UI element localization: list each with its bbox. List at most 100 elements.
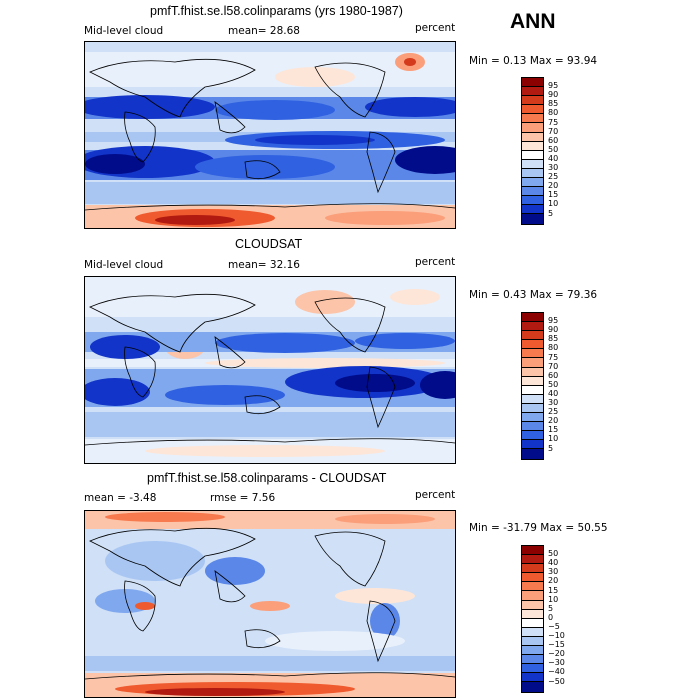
colorbar-tick-label: 5 <box>548 208 554 218</box>
colorbar-tick-label: −30 <box>548 658 565 668</box>
colorbar-swatch <box>522 123 543 133</box>
colorbar-swatch <box>522 591 543 601</box>
colorbar-swatch <box>522 105 543 115</box>
colorbar-swatch <box>522 600 543 610</box>
colorbar-swatch <box>522 87 543 97</box>
colorbar-tick-label: 80 <box>548 343 559 353</box>
colorbar-tick-label: −50 <box>548 676 565 686</box>
colorbar-tick-label: 75 <box>548 352 559 362</box>
colorbar-tick-label: 60 <box>548 135 559 145</box>
panel-3-title: pmfT.fhist.se.l58.colinparams - CLOUDSAT <box>147 471 387 485</box>
panel-3-rmse: rmse = 7.56 <box>210 492 276 504</box>
panel-2-units: percent <box>415 256 456 268</box>
colorbar-tick-label: 20 <box>548 576 559 586</box>
colorbar-swatch <box>522 114 543 124</box>
colorbar-tick-label: 5 <box>548 603 554 613</box>
colorbar-tick-label: 85 <box>548 99 559 109</box>
colorbar-swatch <box>522 431 543 441</box>
colorbar-tick-label: 20 <box>548 181 559 191</box>
colorbar-tick-label: 70 <box>548 361 559 371</box>
colorbar-tick-label: 0 <box>548 612 554 622</box>
colorbar-tick-label: 75 <box>548 117 559 127</box>
panel-1-field-label: Mid-level cloud <box>84 25 164 37</box>
colorbar-swatch <box>522 96 543 106</box>
colorbar-tick-label: 50 <box>548 549 559 559</box>
colorbar-swatch <box>522 573 543 583</box>
colorbar-swatch <box>522 141 543 151</box>
colorbar-swatch <box>522 664 543 674</box>
colorbar-tick-label: 90 <box>548 325 559 335</box>
colorbar-swatch <box>522 78 543 88</box>
colorbar-swatch <box>522 564 543 574</box>
colorbar-swatch <box>522 132 543 142</box>
colorbar-swatch <box>522 187 543 197</box>
colorbar-swatch <box>522 159 543 169</box>
colorbar-swatch <box>522 546 543 556</box>
colorbar-tick-label: −10 <box>548 631 565 640</box>
panel-1-mean: mean= 28.68 <box>228 25 300 37</box>
colorbar-tick-label: 10 <box>548 434 559 444</box>
panel-1-map <box>84 41 456 229</box>
colorbar-tick-label: 10 <box>548 199 559 209</box>
colorbar-tick-label: 95 <box>548 316 559 326</box>
panel-2-minmax: Min = 0.43 Max = 79.36 <box>469 289 598 301</box>
colorbar-tick-label: 30 <box>548 163 559 172</box>
colorbar-swatch <box>522 555 543 565</box>
panel-1-minmax: Min = 0.13 Max = 93.94 <box>469 55 598 67</box>
colorbar-tick-label: 10 <box>548 594 559 604</box>
season-label: ANN <box>510 10 556 33</box>
panel-1-colorbar <box>521 77 544 225</box>
colorbar-swatch <box>522 655 543 665</box>
colorbar-swatch <box>522 422 543 432</box>
colorbar-swatch <box>522 150 543 160</box>
colorbar-swatch <box>522 376 543 386</box>
colorbar-swatch <box>522 682 543 692</box>
colorbar-tick-label: 50 <box>548 144 559 154</box>
colorbar-tick-label: 25 <box>548 407 559 417</box>
colorbar-tick-label: 70 <box>548 126 559 136</box>
colorbar-swatch <box>522 627 543 637</box>
colorbar-swatch <box>522 403 543 414</box>
colorbar-tick-label: 60 <box>548 370 559 380</box>
panel-2-field-label: Mid-level cloud <box>84 259 164 271</box>
colorbar-tick-label: 15 <box>548 425 559 435</box>
colorbar-tick-label: −15 <box>548 640 565 650</box>
colorbar-swatch <box>522 646 543 656</box>
panel-3-mean: mean = -3.48 <box>84 492 157 504</box>
colorbar-swatch <box>522 618 543 628</box>
colorbar-tick-label: −40 <box>548 667 565 677</box>
panel-3-map <box>84 510 456 698</box>
colorbar-tick-label: 15 <box>548 585 559 595</box>
colorbar-swatch <box>522 349 543 359</box>
colorbar-tick-label: 40 <box>548 388 559 398</box>
panel-2-map <box>84 276 456 464</box>
panel-2-mean: mean= 32.16 <box>228 259 300 271</box>
colorbar-swatch <box>522 449 543 459</box>
colorbar-swatch <box>522 367 543 377</box>
colorbar-tick-label: 40 <box>548 558 559 568</box>
panel-1-title: pmfT.fhist.se.l58.colinparams (yrs 1980-… <box>150 4 403 18</box>
colorbar-tick-label: 25 <box>548 172 559 182</box>
colorbar-tick-label: −20 <box>548 649 565 659</box>
colorbar-swatch <box>522 609 543 619</box>
colorbar-tick-label: 90 <box>548 90 559 100</box>
colorbar-swatch <box>522 178 543 188</box>
colorbar-swatch <box>522 413 543 423</box>
colorbar-tick-label: 80 <box>548 108 559 118</box>
colorbar-tick-label: −5 <box>548 621 560 631</box>
colorbar-swatch <box>522 394 543 404</box>
colorbar-swatch <box>522 214 543 224</box>
colorbar-swatch <box>522 385 543 395</box>
colorbar-swatch <box>522 636 543 647</box>
colorbar-swatch <box>522 313 543 323</box>
colorbar-swatch <box>522 168 543 179</box>
panel-3-minmax: Min = -31.79 Max = 50.55 <box>469 522 608 534</box>
colorbar-swatch <box>522 205 543 215</box>
panel-2-title: CLOUDSAT <box>235 237 303 251</box>
colorbar-swatch <box>522 196 543 206</box>
colorbar-swatch <box>522 440 543 450</box>
colorbar-swatch <box>522 673 543 683</box>
colorbar-tick-label: 20 <box>548 416 559 426</box>
colorbar-swatch <box>522 358 543 368</box>
colorbar-swatch <box>522 582 543 592</box>
